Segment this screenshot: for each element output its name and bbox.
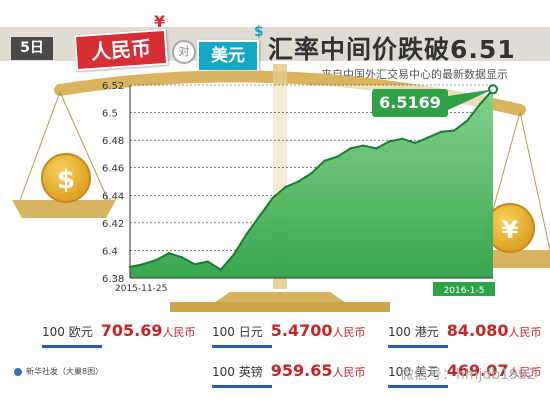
rate-amount: 84.080 (446, 321, 509, 340)
data-point (271, 196, 274, 200)
x-start-label: 2015-11-25 (115, 284, 167, 294)
y-tick-label: 6.52 (102, 81, 124, 92)
data-point (141, 263, 145, 266)
data-point (336, 155, 339, 158)
data-point (167, 252, 171, 255)
vs-icon: 对 (172, 40, 196, 64)
rate-base: 100 英镑 (212, 365, 263, 379)
source-text: 新华社发（大巢8图） (26, 367, 104, 376)
yen-coin-icon: ¥ (485, 203, 535, 253)
rate-base: 100 美元 (388, 365, 439, 379)
data-point (310, 172, 313, 175)
rate-card-hkd: 100 港元 84.080人民币 (388, 321, 542, 348)
data-point (193, 263, 196, 266)
rate-unit: 人民币 (332, 326, 366, 339)
rate-amount: 959.65 (270, 361, 333, 380)
data-point (154, 258, 158, 262)
usd-label: 美元 (197, 40, 259, 72)
data-point (401, 137, 404, 140)
rate-amount: 469.07 (446, 361, 509, 380)
y-tick-label: 6.38 (102, 274, 124, 285)
y-tick-label: 6.46 (102, 164, 124, 175)
y-tick-label: 6.42 (102, 219, 124, 230)
x-end-label: 2016-1-5 (444, 286, 485, 296)
date-badge: 5日 (11, 37, 53, 60)
dollar-mark: $ (254, 24, 264, 40)
data-point (427, 136, 430, 139)
data-point (488, 84, 498, 95)
data-point (245, 232, 248, 236)
data-point (452, 129, 456, 132)
data-point (206, 260, 209, 263)
rate-unit: 人民币 (332, 366, 366, 379)
svg-text:$: $ (57, 165, 75, 195)
y-tick-label: 6.5 (102, 109, 118, 120)
y-tick-label: 6.48 (102, 136, 124, 147)
data-point (323, 159, 326, 162)
card-underline (388, 385, 448, 388)
card-underline (212, 385, 272, 388)
rate-amount: 705.69 (100, 321, 163, 340)
rate-unit: 人民币 (508, 326, 542, 339)
data-point (414, 141, 417, 145)
svg-text:¥: ¥ (502, 216, 519, 244)
data-point (349, 147, 352, 150)
rate-unit: 人民币 (162, 326, 196, 339)
rate-base: 100 欧元 (42, 325, 93, 339)
data-point (375, 147, 378, 150)
watermark: 微信号：hmjdb1992 (400, 367, 536, 383)
latest-rate-callout: 6.5169 (372, 89, 448, 117)
data-point (388, 140, 391, 143)
data-point (219, 268, 222, 271)
y-tick-label: 6.4 (102, 246, 118, 257)
rate-unit: 人民币 (508, 366, 542, 379)
yen-mark: ¥ (154, 12, 166, 31)
xinhua-logo-icon (14, 367, 22, 376)
data-point (362, 144, 365, 147)
rate-area (130, 89, 493, 278)
rate-card-gbp: 100 英镑 959.65人民币 (212, 361, 366, 388)
x-end-label-bg (433, 282, 495, 296)
rate-base: 100 港元 (388, 325, 439, 339)
dollar-coin-icon: $ (41, 153, 91, 203)
rate-amount: 5.4700 (270, 321, 333, 340)
rate-card-usd: 100 美元 469.07人民币 (388, 361, 542, 388)
data-point (128, 265, 132, 269)
rate-card-jpy: 100 日元 5.4700人民币 (212, 321, 366, 348)
data-point (439, 130, 443, 134)
source-credit: 新华社发（大巢8图） (14, 366, 103, 377)
card-underline (212, 345, 272, 348)
data-point (180, 256, 184, 259)
subline: 来自中国外汇交易中心的最新数据显示 (321, 68, 508, 81)
rate-base: 100 日元 (212, 325, 263, 339)
data-point (465, 119, 469, 123)
rate-card-eur: 100 欧元 705.69人民币 (42, 321, 196, 348)
data-point (232, 253, 235, 256)
callout-pointer (448, 89, 493, 110)
data-point (284, 185, 287, 189)
data-point (478, 103, 482, 106)
data-point (258, 214, 261, 218)
data-point (297, 180, 300, 183)
y-tick-label: 6.44 (102, 191, 124, 202)
card-underline (388, 345, 448, 348)
headline: 汇率中间价跌破6.51 (268, 35, 516, 64)
card-underline (42, 345, 102, 348)
